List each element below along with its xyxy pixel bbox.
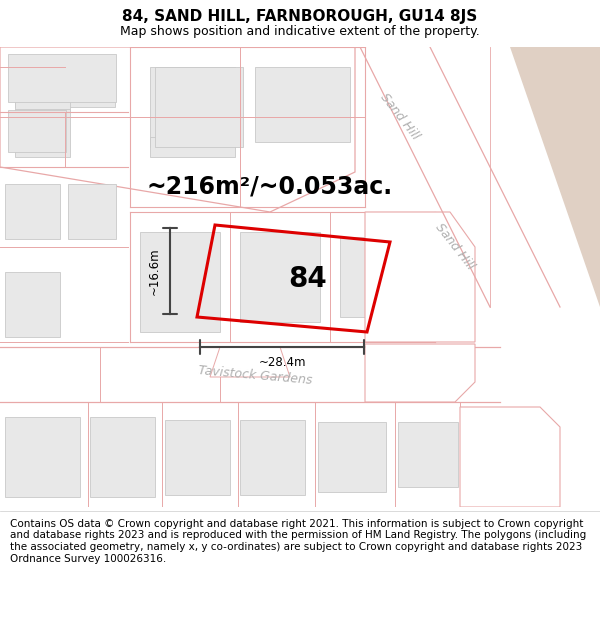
Bar <box>140 232 220 332</box>
Text: ~16.6m: ~16.6m <box>148 247 161 295</box>
Polygon shape <box>510 47 600 307</box>
Text: Sand Hill: Sand Hill <box>378 91 422 142</box>
Bar <box>8 54 116 102</box>
Polygon shape <box>360 47 560 307</box>
Polygon shape <box>365 344 475 402</box>
Polygon shape <box>0 47 355 212</box>
Text: Map shows position and indicative extent of the property.: Map shows position and indicative extent… <box>120 24 480 38</box>
Bar <box>0 347 600 402</box>
Polygon shape <box>210 347 290 377</box>
Bar <box>15 57 115 107</box>
Polygon shape <box>365 212 475 342</box>
Bar <box>8 110 66 152</box>
Polygon shape <box>460 407 560 507</box>
Text: Tavistock Gardens: Tavistock Gardens <box>197 364 313 386</box>
Bar <box>68 184 116 239</box>
Bar <box>155 67 243 147</box>
Bar <box>15 109 70 157</box>
Bar <box>165 420 230 495</box>
Bar <box>150 137 235 157</box>
Text: 84, SAND HILL, FARNBOROUGH, GU14 8JS: 84, SAND HILL, FARNBOROUGH, GU14 8JS <box>122 9 478 24</box>
Bar <box>240 420 305 495</box>
Bar <box>15 57 70 112</box>
Bar <box>90 417 155 497</box>
Bar <box>240 232 320 322</box>
Bar <box>398 422 458 487</box>
Bar <box>5 272 60 337</box>
Polygon shape <box>15 57 115 97</box>
Text: Sand Hill: Sand Hill <box>433 221 477 272</box>
Bar <box>255 67 350 142</box>
Bar <box>5 184 60 239</box>
Bar <box>318 422 386 492</box>
Bar <box>375 353 460 395</box>
Text: 84: 84 <box>288 265 326 293</box>
Bar <box>5 417 80 497</box>
Bar <box>150 67 235 147</box>
Bar <box>340 237 420 317</box>
Bar <box>468 422 538 492</box>
Text: ~216m²/~0.053ac.: ~216m²/~0.053ac. <box>147 175 393 199</box>
Bar <box>372 232 462 332</box>
Text: ~28.4m: ~28.4m <box>258 356 306 369</box>
Text: Contains OS data © Crown copyright and database right 2021. This information is : Contains OS data © Crown copyright and d… <box>10 519 586 564</box>
